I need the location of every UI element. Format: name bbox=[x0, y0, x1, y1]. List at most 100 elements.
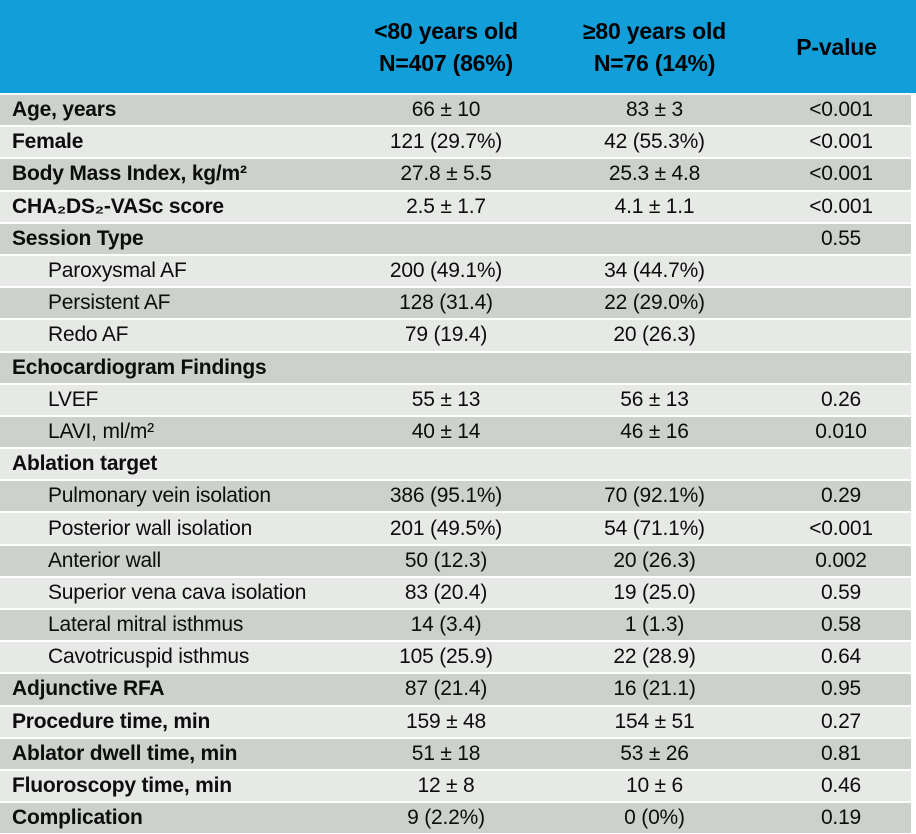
row-label: Echocardiogram Findings bbox=[12, 355, 267, 379]
p-value: 0.19 bbox=[820, 806, 862, 830]
p-value: 0.27 bbox=[820, 709, 862, 733]
table-row: Paroxysmal AF 200 (49.1%) 34 (44.7%) bbox=[0, 253, 916, 287]
row-label: Posterior wall isolation bbox=[48, 516, 253, 540]
table-row: Female 121 (29.7%) 42 (55.3%) <0.001 bbox=[0, 125, 916, 158]
value-over80: 154 ± 51 bbox=[614, 709, 695, 733]
header-over80-count: N=76 (14%) bbox=[593, 49, 716, 76]
p-value: <0.001 bbox=[809, 162, 873, 186]
row-label: Lateral mitral isthmus bbox=[48, 613, 244, 637]
table-row: LVEF 55 ± 13 56 ± 13 0.26 bbox=[0, 382, 916, 415]
table-row: Body Mass Index, kg/m² 27.8 ± 5.5 25.3 ± 4… bbox=[0, 157, 916, 190]
p-value: 0.64 bbox=[820, 645, 862, 669]
header-group-under80: <80 years old N=407 (86%) bbox=[340, 15, 552, 79]
row-label: Redo AF bbox=[48, 323, 129, 347]
p-value: 0.46 bbox=[820, 774, 862, 798]
table-row: Anterior wall 50 (12.3) 20 (26.3) 0.002 bbox=[0, 543, 916, 576]
value-under80: 14 (3.4) bbox=[410, 613, 482, 637]
table-row: Superior vena cava isolation 83 (20.4) 19 … bbox=[0, 575, 916, 608]
row-label: Superior vena cava isolation bbox=[48, 580, 307, 604]
p-value: 0.29 bbox=[820, 484, 862, 508]
table-row: Procedure time, min 159 ± 48 154 ± 51 0.27 bbox=[0, 704, 916, 737]
p-value: 0.58 bbox=[820, 613, 862, 637]
row-label: Cavotricuspid isthmus bbox=[48, 645, 250, 669]
value-under80: 386 (95.1%) bbox=[389, 484, 503, 508]
value-over80: 1 (1.3) bbox=[624, 613, 685, 637]
value-over80: 22 (28.9) bbox=[613, 645, 696, 669]
row-label: Ablation target bbox=[12, 452, 158, 476]
p-value: <0.001 bbox=[809, 194, 873, 218]
value-under80: 27.8 ± 5.5 bbox=[400, 162, 492, 186]
row-label: Ablator dwell time, min bbox=[12, 741, 238, 765]
header-under80-title: <80 years old bbox=[374, 17, 518, 44]
table-row: Lateral mitral isthmus 14 (3.4) 1 (1.3) 0.5… bbox=[0, 608, 916, 641]
value-over80: 34 (44.7%) bbox=[604, 259, 705, 283]
value-over80: 20 (26.3) bbox=[613, 323, 696, 347]
table-row: Adjunctive RFA 87 (21.4) 16 (21.1) 0.95 bbox=[0, 672, 916, 705]
row-label: Female bbox=[12, 130, 84, 154]
value-over80: 10 ± 6 bbox=[625, 774, 684, 798]
p-value: <0.001 bbox=[809, 130, 873, 154]
value-under80: 66 ± 10 bbox=[411, 98, 481, 122]
table-row: Complication 9 (2.2%) 0 (0%) 0.19 bbox=[0, 801, 916, 834]
p-value: <0.001 bbox=[809, 98, 873, 122]
row-label: Age, years bbox=[12, 98, 117, 122]
row-label: CHA₂DS₂-VASc score bbox=[12, 194, 224, 218]
row-label: Anterior wall bbox=[48, 548, 161, 572]
value-over80: 56 ± 13 bbox=[620, 387, 689, 411]
value-over80: 54 (71.1%) bbox=[604, 516, 705, 540]
table-row: Session Type 0.55 bbox=[0, 221, 916, 254]
value-under80: 159 ± 48 bbox=[406, 709, 486, 733]
row-label: Fluoroscopy time, min bbox=[12, 774, 232, 798]
value-under80: 51 ± 18 bbox=[411, 741, 481, 765]
row-label: Persistent AF bbox=[48, 291, 171, 315]
table-row: Ablator dwell time, min 51 ± 18 53 ± 26 0.8… bbox=[0, 736, 916, 769]
value-under80: 40 ± 14 bbox=[411, 419, 481, 443]
value-over80: 16 (21.1) bbox=[613, 677, 696, 701]
row-label: Paroxysmal AF bbox=[48, 259, 187, 283]
p-value: 0.59 bbox=[820, 580, 862, 604]
table-row: CHA₂DS₂-VASc score 2.5 ± 1.7 4.1 ± 1.1 <0.0… bbox=[0, 189, 916, 222]
header-pvalue: P-value bbox=[796, 33, 877, 60]
row-label: LAVI, ml/m² bbox=[48, 419, 154, 443]
value-over80: 53 ± 26 bbox=[620, 741, 689, 765]
value-under80: 9 (2.2%) bbox=[407, 806, 485, 830]
value-under80: 2.5 ± 1.7 bbox=[406, 194, 486, 218]
value-under80: 87 (21.4) bbox=[404, 677, 488, 701]
value-over80: 4.1 ± 1.1 bbox=[614, 194, 695, 218]
value-over80: 25.3 ± 4.8 bbox=[608, 162, 701, 186]
header-group-over80: ≥80 years old N=76 (14%) bbox=[552, 15, 757, 79]
value-under80: 201 (49.5%) bbox=[389, 516, 503, 540]
value-under80: 200 (49.1%) bbox=[389, 259, 503, 283]
table-row: Fluoroscopy time, min 12 ± 8 10 ± 6 0.46 bbox=[0, 768, 916, 802]
value-under80: 105 (25.9) bbox=[399, 645, 493, 669]
row-label: LVEF bbox=[48, 387, 99, 411]
row-label: Body Mass Index, kg/m² bbox=[12, 162, 247, 186]
value-over80: 83 ± 3 bbox=[625, 98, 684, 122]
value-over80: 20 (26.3) bbox=[613, 548, 696, 572]
value-over80: 0 (0%) bbox=[624, 806, 685, 830]
p-value: 0.81 bbox=[820, 741, 862, 765]
table-row: Posterior wall isolation 201 (49.5%) 54 (7… bbox=[0, 511, 916, 544]
table-row: LAVI, ml/m² 40 ± 14 46 ± 16 0.010 bbox=[0, 414, 916, 448]
row-label: Session Type bbox=[12, 226, 144, 250]
value-over80: 46 ± 16 bbox=[620, 419, 689, 443]
table-row: Age, years 66 ± 10 83 ± 3 <0.001 bbox=[0, 93, 916, 126]
header-over80-title: ≥80 years old bbox=[583, 17, 726, 44]
table-row: Ablation target bbox=[0, 447, 916, 480]
value-under80: 50 (12.3) bbox=[404, 548, 488, 572]
row-label: Adjunctive RFA bbox=[12, 677, 165, 701]
value-under80: 128 (31.4) bbox=[399, 291, 493, 315]
p-value: <0.001 bbox=[809, 516, 873, 540]
table-body: Age, years 66 ± 10 83 ± 3 <0.001 Female 121 (… bbox=[0, 93, 916, 834]
table-row: Echocardiogram Findings bbox=[0, 350, 916, 383]
value-under80: 12 ± 8 bbox=[417, 774, 475, 798]
p-value: 0.55 bbox=[820, 226, 862, 250]
row-label: Procedure time, min bbox=[12, 709, 211, 733]
p-value: 0.010 bbox=[815, 419, 867, 443]
table-row: Pulmonary vein isolation 386 (95.1%) 70 (9… bbox=[0, 479, 916, 512]
row-label: Complication bbox=[12, 806, 143, 830]
value-under80: 121 (29.7%) bbox=[389, 130, 503, 154]
table-row: Redo AF 79 (19.4) 20 (26.3) bbox=[0, 318, 916, 351]
p-value: 0.002 bbox=[815, 548, 867, 572]
